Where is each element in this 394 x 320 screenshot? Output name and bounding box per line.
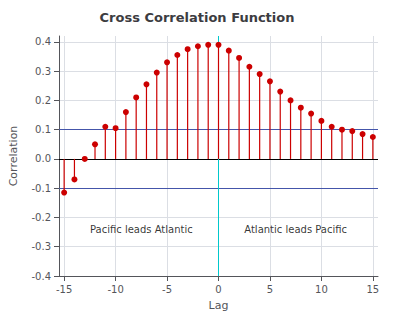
svg-text:Lag: Lag — [209, 299, 229, 312]
svg-text:0: 0 — [215, 284, 221, 295]
svg-text:-5: -5 — [162, 284, 172, 295]
svg-text:0.4: 0.4 — [35, 36, 51, 47]
svg-text:-0.2: -0.2 — [31, 212, 51, 223]
svg-text:15: 15 — [366, 284, 379, 295]
svg-text:0.3: 0.3 — [35, 66, 51, 77]
svg-text:Correlation: Correlation — [7, 126, 20, 187]
svg-text:-0.3: -0.3 — [31, 241, 51, 252]
svg-text:10: 10 — [315, 284, 328, 295]
svg-text:0.1: 0.1 — [35, 124, 51, 135]
svg-text:-0.4: -0.4 — [31, 271, 51, 282]
svg-text:-0.1: -0.1 — [31, 183, 51, 194]
svg-text:-15: -15 — [56, 284, 72, 295]
svg-text:-10: -10 — [107, 284, 123, 295]
svg-text:Pacific leads Atlantic: Pacific leads Atlantic — [90, 224, 193, 235]
svg-text:0.0: 0.0 — [35, 153, 51, 164]
svg-text:Cross Correlation Function: Cross Correlation Function — [100, 10, 295, 25]
svg-text:0.2: 0.2 — [35, 95, 51, 106]
svg-text:5: 5 — [267, 284, 273, 295]
svg-text:Atlantic leads Pacific: Atlantic leads Pacific — [244, 224, 347, 235]
